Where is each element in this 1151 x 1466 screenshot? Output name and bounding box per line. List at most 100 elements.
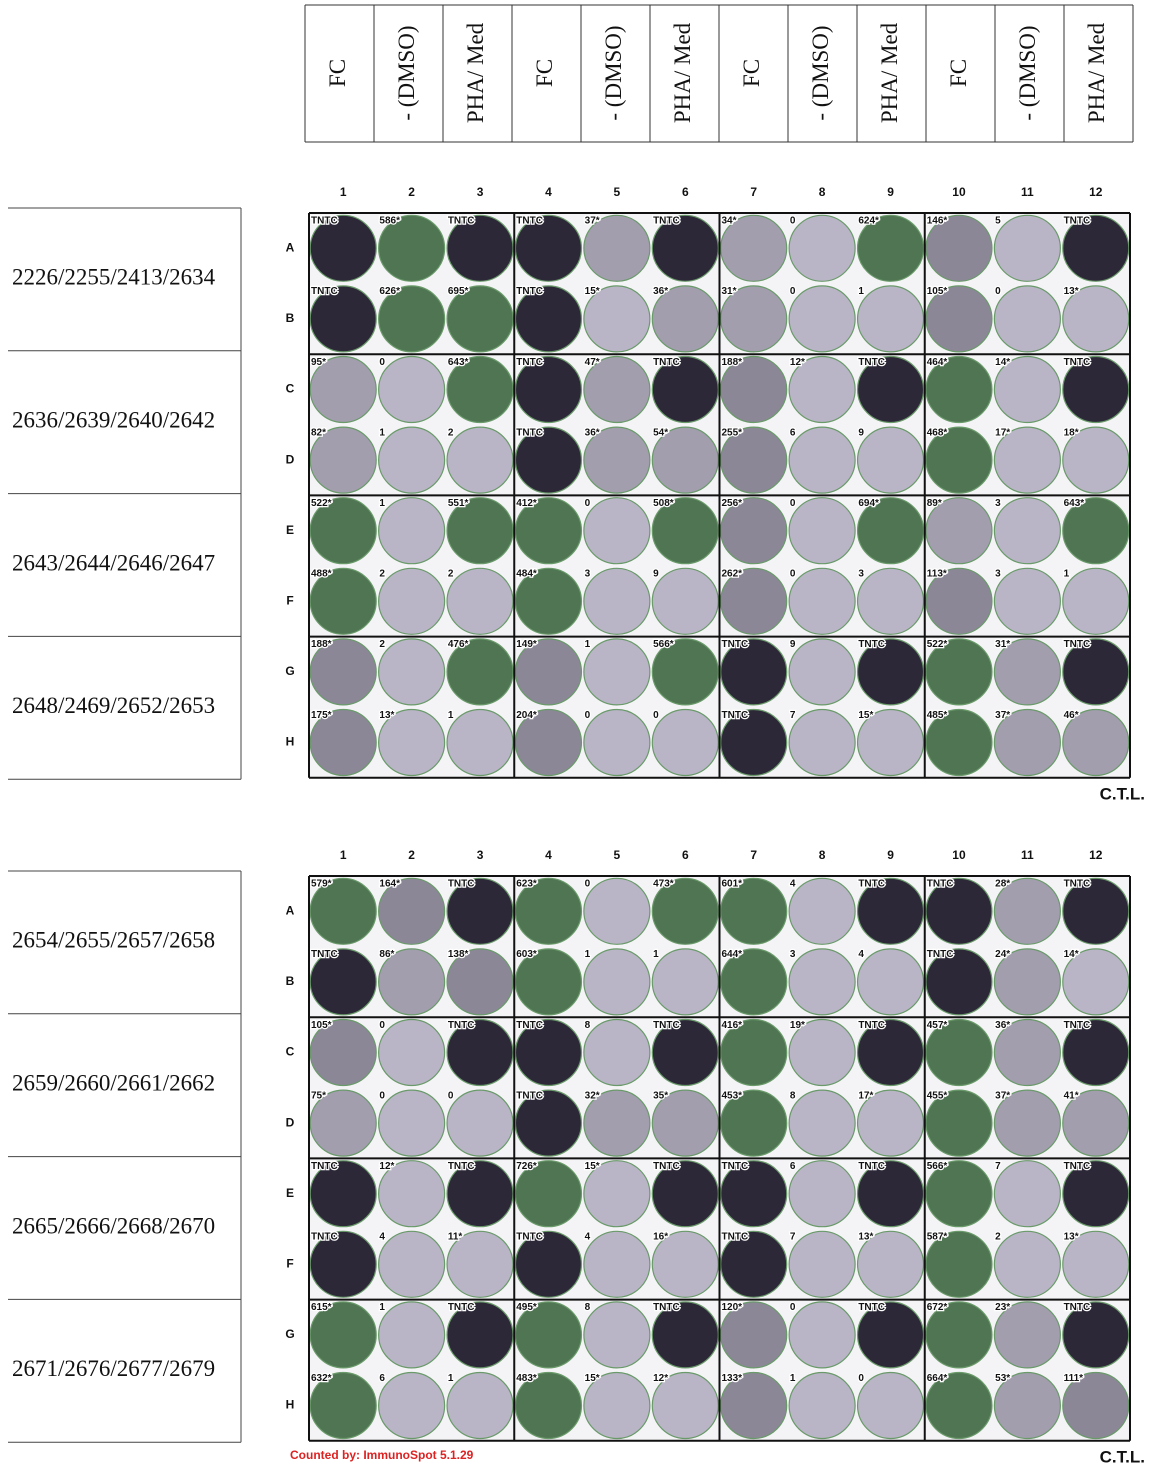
column-header: PHA/ Med: [1084, 22, 1109, 123]
well-count: 13*: [1064, 286, 1079, 297]
well-count: 483*: [516, 1373, 537, 1384]
well: [379, 498, 445, 564]
well-count: 34*: [722, 216, 737, 227]
well-count: TNTC: [653, 357, 680, 368]
column-number: 10: [952, 185, 966, 199]
column-number: 9: [887, 185, 894, 199]
well-count: 508*: [653, 498, 674, 509]
column-header: PHA/ Med: [670, 22, 695, 123]
well-count: TNTC: [516, 1232, 543, 1243]
row-letter: D: [286, 452, 295, 466]
well-count: 111*: [1064, 1373, 1084, 1384]
well-count: 3: [995, 569, 1001, 580]
well-count: 1: [585, 949, 591, 960]
row-letter: C: [286, 382, 295, 396]
well-count: 149*: [516, 639, 537, 650]
well-count: 41*: [1064, 1090, 1079, 1101]
column-number: 9: [887, 848, 894, 862]
well-count: 164*: [379, 879, 400, 890]
well: [584, 568, 650, 634]
column-number: 2: [408, 185, 415, 199]
well: [584, 498, 650, 564]
well-count: TNTC: [858, 1020, 885, 1031]
well-count: 484*: [516, 569, 537, 580]
column-number: 3: [477, 185, 484, 199]
well-count: 3: [585, 569, 591, 580]
well: [789, 878, 855, 944]
well-count: 0: [585, 879, 591, 890]
well-count: 566*: [927, 1161, 948, 1172]
well-count: 89*: [927, 498, 942, 509]
well-count: 473*: [653, 879, 674, 890]
well-count: TNTC: [516, 1020, 543, 1031]
well-count: 95*: [311, 357, 326, 368]
well-count: 82*: [311, 427, 326, 438]
well: [789, 710, 855, 776]
column-number: 4: [545, 185, 552, 199]
well-count: TNTC: [516, 286, 543, 297]
well-count: 7: [790, 1232, 796, 1243]
well-count: 13*: [1064, 1232, 1079, 1243]
well-count: 488*: [311, 569, 332, 580]
well-count: 23*: [995, 1302, 1010, 1313]
well-count: 12*: [379, 1161, 394, 1172]
row-letter: D: [286, 1115, 295, 1129]
well-count: TNTC: [516, 427, 543, 438]
well-count: 476*: [448, 639, 469, 650]
well: [789, 1231, 855, 1297]
well-count: TNTC: [858, 357, 885, 368]
well: [858, 427, 924, 493]
column-header: FC: [946, 59, 971, 87]
well: [789, 1090, 855, 1156]
well-count: 113*: [927, 569, 947, 580]
well-count: TNTC: [448, 879, 475, 890]
well-count: 31*: [995, 639, 1010, 650]
well: [447, 710, 513, 776]
well: [1063, 568, 1129, 634]
well: [379, 1231, 445, 1297]
well-count: 1: [379, 1302, 385, 1313]
well-count: 15*: [858, 710, 873, 721]
well-count: 643*: [448, 357, 469, 368]
well-count: 86*: [379, 949, 394, 960]
well: [994, 1161, 1060, 1227]
row-letter: E: [286, 523, 294, 537]
well-count: 188*: [722, 357, 743, 368]
well-count: 6: [379, 1373, 385, 1384]
well-count: 0: [790, 216, 796, 227]
well-count: 626*: [379, 286, 400, 297]
well: [858, 1373, 924, 1439]
well: [584, 710, 650, 776]
well-count: TNTC: [927, 949, 954, 960]
well-count: 412*: [516, 498, 537, 509]
well: [447, 1090, 513, 1156]
well: [994, 215, 1060, 281]
well-count: 37*: [995, 710, 1010, 721]
well-count: 1: [379, 427, 385, 438]
column-number: 12: [1089, 848, 1103, 862]
well-count: TNTC: [858, 1302, 885, 1313]
well-count: TNTC: [722, 1232, 749, 1243]
well-count: 2: [379, 569, 385, 580]
well-count: 262*: [722, 569, 743, 580]
well-count: TNTC: [722, 1161, 749, 1172]
well-count: 28*: [995, 879, 1010, 890]
well-count: 18*: [1064, 427, 1079, 438]
column-number: 5: [614, 185, 621, 199]
well-count: 255*: [722, 427, 743, 438]
well-count: 188*: [311, 639, 332, 650]
well-count: 37*: [995, 1090, 1010, 1101]
well-count: 695*: [448, 286, 469, 297]
well-count: TNTC: [311, 1232, 338, 1243]
well-count: 0: [790, 498, 796, 509]
well-count: TNTC: [653, 1020, 680, 1031]
well-count: 36*: [995, 1020, 1010, 1031]
well-count: 453*: [722, 1090, 743, 1101]
well-count: TNTC: [858, 879, 885, 890]
well-count: TNTC: [1064, 1302, 1091, 1313]
row-letter: E: [286, 1186, 294, 1200]
well-count: 522*: [927, 639, 948, 650]
well-count: TNTC: [516, 216, 543, 227]
well-count: 47*: [585, 357, 600, 368]
well-count: 37*: [585, 216, 600, 227]
